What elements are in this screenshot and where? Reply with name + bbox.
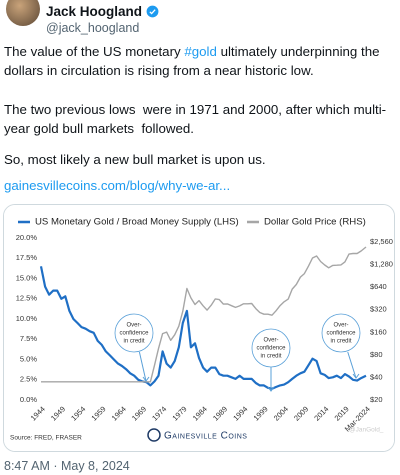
legend-label: US Monetary Gold / Broad Money Supply (L… bbox=[35, 217, 239, 228]
hashtag[interactable]: #gold bbox=[184, 44, 217, 59]
tweet-text: The value of the US monetary #gold ultim… bbox=[4, 42, 396, 80]
y-tick-label: 10.0% bbox=[16, 314, 38, 323]
timestamp[interactable]: 8:47 AM · May 8, 2024 bbox=[4, 459, 130, 473]
tweet-text: The two previous lows were in 1971 and 2… bbox=[4, 102, 387, 136]
y2-tick-label: $20 bbox=[370, 395, 383, 404]
series-line bbox=[39, 266, 367, 390]
y-tick-label: 0.0% bbox=[20, 395, 37, 404]
y2-tick-label: $80 bbox=[370, 350, 383, 359]
annotation-circle bbox=[114, 313, 154, 353]
annotation-arrowhead bbox=[352, 373, 360, 379]
y2-tick-label: $160 bbox=[370, 327, 387, 336]
media-card[interactable]: US Monetary Gold / Broad Money Supply (L… bbox=[3, 204, 395, 452]
y-tick-label: 5.0% bbox=[20, 354, 37, 363]
annotation-arrowhead bbox=[267, 386, 275, 392]
annotation-text: confidence bbox=[119, 331, 149, 337]
annotation-arrow bbox=[347, 351, 357, 379]
y2-tick-label: $40 bbox=[370, 372, 383, 381]
annotation-circle bbox=[321, 313, 361, 353]
annotation-text: in credit bbox=[330, 339, 351, 345]
annotation-text: in credit bbox=[123, 339, 144, 345]
author-name-text[interactable]: Jack Hoogland bbox=[46, 4, 143, 19]
series-line bbox=[41, 246, 367, 383]
annotation-text: Over- bbox=[127, 323, 142, 329]
logo-text: Gainesville Coins bbox=[164, 431, 247, 442]
annotation-text: confidence bbox=[326, 331, 356, 337]
y-tick-label: 7.5% bbox=[20, 334, 37, 343]
annotation-text: in credit bbox=[260, 354, 281, 360]
chart: US Monetary Gold / Broad Money Supply (L… bbox=[4, 205, 394, 451]
annotation-text: Over- bbox=[334, 323, 349, 329]
y-tick-label: 12.5% bbox=[16, 294, 38, 303]
tweet-text: So, most likely a new bull market is upo… bbox=[4, 152, 266, 167]
y-tick-label: 15.0% bbox=[16, 273, 38, 282]
avatar[interactable] bbox=[6, 0, 40, 26]
y-tick-label: 20.0% bbox=[16, 233, 38, 242]
text: ultimately underpinning the dollars in c… bbox=[4, 44, 384, 78]
y2-tick-label: $1,280 bbox=[370, 260, 393, 269]
annotation-arrowhead bbox=[142, 376, 150, 382]
y2-tick-label: $2,560 bbox=[370, 237, 393, 246]
y-tick-label: 17.5% bbox=[16, 253, 38, 262]
y2-tick-label: $320 bbox=[370, 305, 387, 314]
logo-mark bbox=[147, 428, 161, 442]
link[interactable]: gainesvillecoins.com/blog/why-we-ar... bbox=[4, 178, 231, 193]
source: Source: FRED, FRASER bbox=[10, 435, 82, 442]
author-name[interactable]: Jack Hoogland bbox=[46, 4, 159, 19]
verified-badge bbox=[146, 5, 159, 18]
author-handle[interactable]: @jack_hoogland bbox=[46, 21, 140, 35]
y2-tick-label: $640 bbox=[370, 282, 387, 291]
annotation-text: confidence bbox=[256, 346, 286, 352]
legend-label: Dollar Gold Price (RHS) bbox=[264, 217, 366, 228]
y-tick-label: 2.5% bbox=[20, 375, 37, 384]
annotation-text: Over- bbox=[264, 338, 279, 344]
text: The value of the US monetary bbox=[4, 44, 185, 59]
annotation-arrow bbox=[138, 351, 147, 382]
watermark: @JanGold_ bbox=[349, 427, 384, 434]
